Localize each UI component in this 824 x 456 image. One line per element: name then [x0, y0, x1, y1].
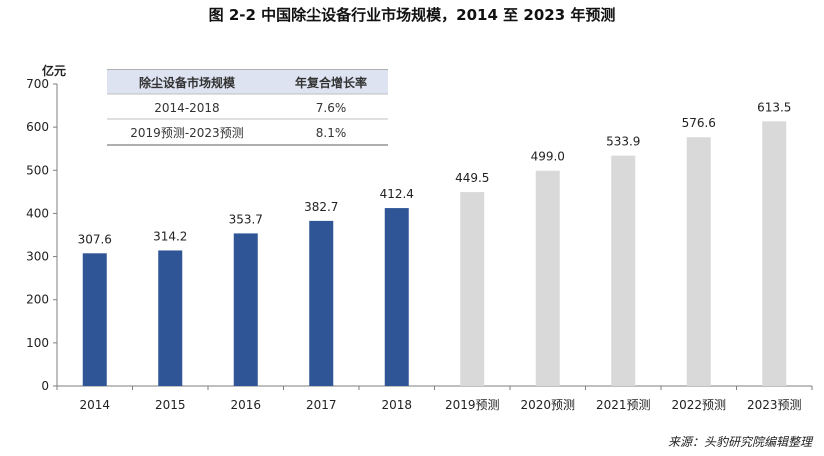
- y-tick-label: 200: [26, 293, 49, 307]
- x-tick-label: 2016: [230, 398, 261, 412]
- table-row-2-period: 2019预测-2023预测: [130, 126, 243, 140]
- cagr-table: 除尘设备市场规模 年复合增长率 2014-2018 7.6% 2019预测-20…: [107, 69, 388, 146]
- data-label: 307.6: [78, 232, 112, 246]
- bar-forecast: [686, 137, 711, 386]
- data-label: 382.7: [304, 200, 338, 214]
- bar-actual: [384, 208, 409, 386]
- table-header-cagr: 年复合增长率: [295, 75, 367, 90]
- bar-actual: [82, 253, 107, 386]
- bar-forecast: [535, 170, 560, 386]
- chart-title: 图 2-2 中国除尘设备行业市场规模，2014 至 2023 年预测: [209, 6, 616, 24]
- x-tick-label: 2020预测: [520, 398, 575, 412]
- table-header-metric: 除尘设备市场规模: [139, 75, 236, 90]
- y-tick-label: 100: [26, 336, 49, 350]
- y-tick-label: 500: [26, 163, 49, 177]
- data-label: 314.2: [153, 229, 187, 243]
- bar-actual: [309, 220, 334, 386]
- y-tick-label: 600: [26, 120, 49, 134]
- y-tick-label: 700: [26, 77, 49, 91]
- x-tick-label: 2017: [306, 398, 337, 412]
- x-tick-label: 2015: [155, 398, 186, 412]
- bar-actual: [233, 233, 258, 386]
- x-tick-label: 2023预测: [747, 398, 802, 412]
- y-axis: 0 100 200 300 400 500 600 700: [26, 77, 58, 393]
- y-tick-label: 300: [26, 250, 49, 264]
- data-label: 533.9: [606, 135, 640, 149]
- data-label: 613.5: [757, 100, 791, 114]
- table-row-2-cagr: 8.1%: [316, 126, 347, 140]
- data-label: 449.5: [455, 171, 489, 185]
- table-row-1-period: 2014-2018: [154, 101, 219, 115]
- bar-forecast: [762, 121, 787, 386]
- y-axis-unit: 亿元: [42, 63, 66, 78]
- y-tick-label: 400: [26, 206, 49, 220]
- data-label: 412.4: [380, 187, 414, 201]
- x-axis: 2014 2015 2016 2017 2018 2019预测 2020预测 2021预测 20…: [56, 385, 813, 412]
- x-tick-label: 2018: [381, 398, 412, 412]
- bar-series: [82, 121, 787, 386]
- table-row-1-cagr: 7.6%: [316, 101, 347, 115]
- x-tick-label: 2021预测: [596, 398, 651, 412]
- bar-forecast: [611, 155, 636, 386]
- data-label: 353.7: [229, 212, 263, 226]
- data-label: 499.0: [531, 150, 565, 164]
- y-tick-label: 0: [41, 379, 49, 393]
- data-label: 576.6: [682, 116, 716, 130]
- data-labels: 307.6 314.2 353.7 382.7 412.4 449.5 499.0 533.9…: [78, 100, 792, 246]
- x-tick-label: 2022预测: [671, 398, 726, 412]
- x-tick-label: 2019预测: [445, 398, 500, 412]
- bar-actual: [158, 250, 183, 386]
- source-note: 来源：头豹研究院编辑整理: [668, 435, 814, 449]
- table-header-bg: [107, 70, 388, 94]
- bar-forecast: [460, 192, 485, 386]
- x-tick-label: 2014: [79, 398, 110, 412]
